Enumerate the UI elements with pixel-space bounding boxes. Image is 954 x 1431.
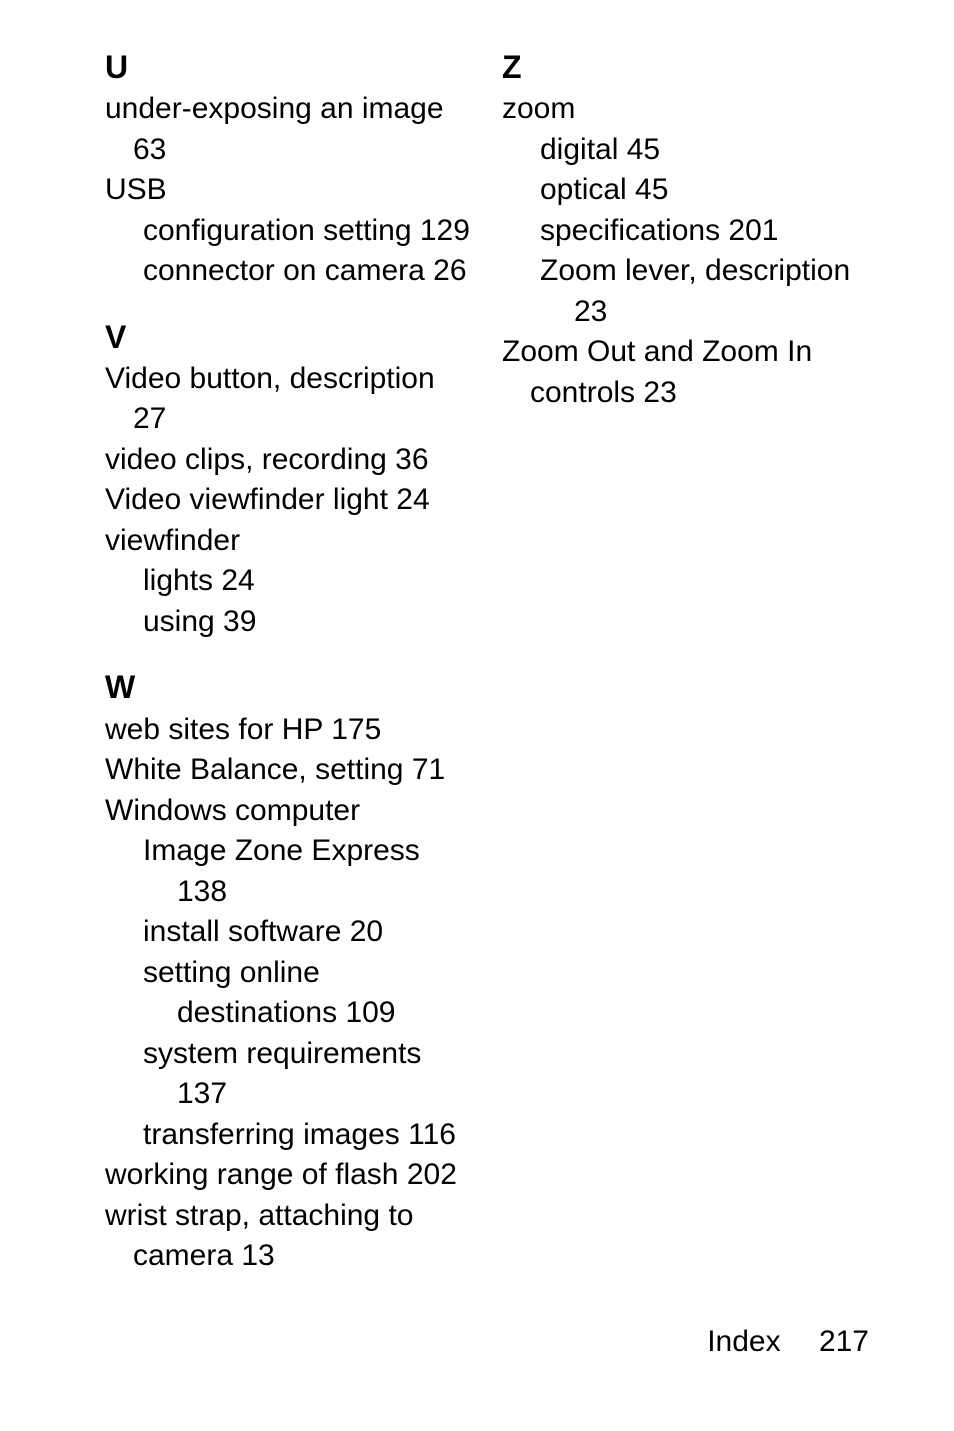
index-entry: video clips, recording 36: [105, 440, 472, 481]
column-container: U under-exposing an image 63 USB configu…: [105, 50, 869, 1277]
index-entry: Zoom Out and Zoom In controls 23: [502, 332, 869, 413]
right-column: Z zoom digital 45 optical 45 specificati…: [502, 50, 869, 1277]
index-entry: White Balance, setting 71: [105, 750, 472, 791]
index-subentry: transferring images 116: [105, 1115, 472, 1156]
index-subentry: digital 45: [502, 130, 869, 171]
footer-section-label: Index: [707, 1325, 780, 1358]
index-subentry: configuration setting 129: [105, 211, 472, 252]
index-subentry: system requirements 137: [105, 1034, 472, 1115]
index-entry: Windows computer: [105, 791, 472, 832]
section-head-w: W: [105, 670, 472, 705]
index-entry: working range of flash 202: [105, 1155, 472, 1196]
index-subentry: install software 20: [105, 912, 472, 953]
index-subentry: specifications 201: [502, 211, 869, 252]
index-subentry: lights 24: [105, 561, 472, 602]
index-entry: wrist strap, attaching to camera 13: [105, 1196, 472, 1277]
index-subentry: optical 45: [502, 170, 869, 211]
index-entry: Video button, description 27: [105, 359, 472, 440]
left-column: U under-exposing an image 63 USB configu…: [105, 50, 472, 1277]
index-page: U under-exposing an image 63 USB configu…: [0, 0, 954, 1431]
index-subentry: connector on camera 26: [105, 251, 472, 292]
index-entry: under-exposing an image 63: [105, 89, 472, 170]
index-entry: web sites for HP 175: [105, 710, 472, 751]
index-subentry: using 39: [105, 602, 472, 643]
index-subentry: Zoom lever, description 23: [502, 251, 869, 332]
index-entry: zoom: [502, 89, 869, 130]
footer-page-number: 217: [819, 1325, 869, 1358]
index-entry: USB: [105, 170, 472, 211]
page-footer: Index 217: [707, 1325, 869, 1359]
index-entry: Video viewfinder light 24: [105, 480, 472, 521]
section-head-u: U: [105, 50, 472, 85]
index-subentry: setting online destinations 109: [105, 953, 472, 1034]
index-subentry: Image Zone Express 138: [105, 831, 472, 912]
section-head-v: V: [105, 320, 472, 355]
section-head-z: Z: [502, 50, 869, 85]
index-entry: viewfinder: [105, 521, 472, 562]
